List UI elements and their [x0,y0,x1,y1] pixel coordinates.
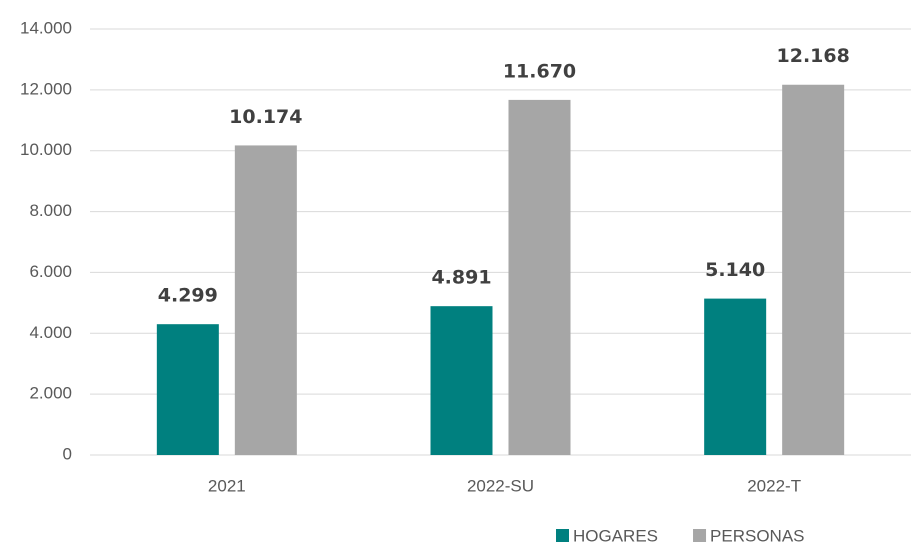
legend-label: HOGARES [573,526,658,545]
legend-label: PERSONAS [710,526,804,545]
y-tick-label: 8.000 [29,201,72,220]
value-label: 4.299 [158,285,218,307]
bar [782,84,845,455]
y-tick-label: 2.000 [29,384,72,403]
bar [156,324,219,455]
bar [430,306,493,455]
y-tick-label: 0 [63,444,72,463]
value-label: 4.891 [431,267,491,289]
y-tick-label: 10.000 [20,140,72,159]
value-label: 10.174 [229,106,302,128]
y-tick-label: 12.000 [20,79,72,98]
bar [234,145,297,455]
legend-swatch [693,529,707,542]
y-tick-label: 6.000 [29,262,72,281]
legend-swatch [556,529,569,542]
bar [508,99,571,456]
bar [704,298,767,455]
value-label: 5.140 [705,259,765,281]
value-label: 11.670 [503,60,576,82]
value-label: 12.168 [777,45,850,67]
x-tick-label: 2022-SU [467,476,534,495]
x-tick-label: 2021 [208,476,246,495]
x-tick-label: 2022-T [747,476,801,495]
y-tick-label: 14.000 [20,18,72,37]
y-tick-label: 4.000 [29,323,72,342]
